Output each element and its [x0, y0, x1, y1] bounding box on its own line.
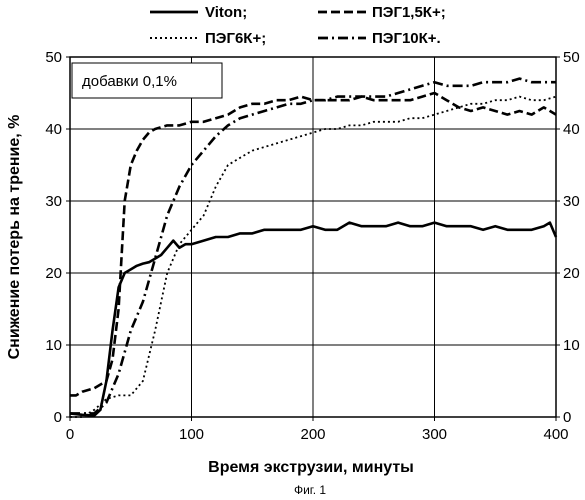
y-tick-label: 50: [45, 49, 62, 66]
y-tick-label: 20: [45, 265, 62, 282]
y2-tick-label: 10: [563, 337, 580, 354]
gridlines: [70, 57, 556, 417]
legend: Viton; ПЭГ1,5К+; ПЭГ6К+; ПЭГ10К+.: [150, 4, 446, 47]
y-axis-ticks: 0 10 20 30 40 50: [45, 49, 70, 426]
x-tick-label: 300: [422, 426, 447, 443]
x-tick-label: 400: [543, 426, 568, 443]
x-tick-label: 100: [179, 426, 204, 443]
legend-label-1: Viton;: [205, 4, 247, 21]
annotation-text: добавки 0,1%: [82, 73, 177, 90]
legend-label-2: ПЭГ1,5К+;: [372, 4, 446, 21]
y2-tick-label: 50: [563, 49, 580, 66]
x-tick-label: 200: [300, 426, 325, 443]
x-axis-ticks: 0 100 200 300 400: [66, 417, 569, 443]
y2-axis-ticks: 0 10 20 30 40 50: [556, 49, 580, 426]
figure-caption: Фиг. 1: [294, 483, 326, 497]
y2-tick-label: 0: [563, 409, 571, 426]
y2-tick-label: 40: [563, 121, 580, 138]
legend-label-3: ПЭГ6К+;: [205, 30, 266, 47]
y2-tick-label: 20: [563, 265, 580, 282]
x-axis-title: Время экструзии, минуты: [208, 459, 414, 476]
y2-tick-label: 30: [563, 193, 580, 210]
y-tick-label: 40: [45, 121, 62, 138]
y-axis-title: Снижение потерь на трение, %: [6, 115, 23, 360]
y-tick-label: 10: [45, 337, 62, 354]
x-tick-label: 0: [66, 426, 74, 443]
legend-label-4: ПЭГ10К+.: [372, 30, 441, 47]
y-tick-label: 0: [54, 409, 62, 426]
y-tick-label: 30: [45, 193, 62, 210]
